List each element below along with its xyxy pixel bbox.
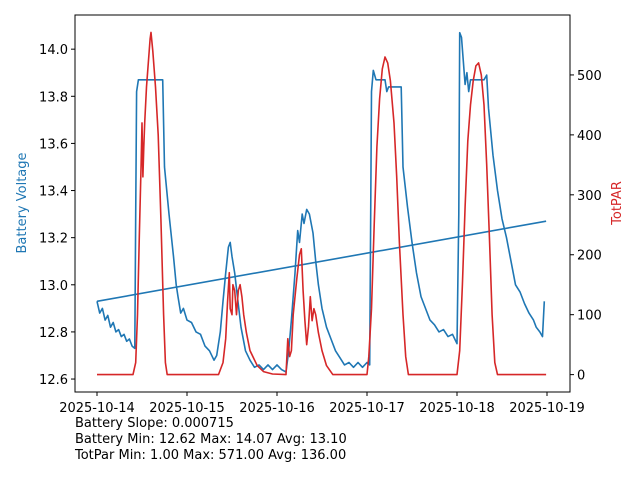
y-axis-left: 12.6 12.8 13.0 13.2 13.4 13.6 13.8 14.0 bbox=[39, 43, 75, 388]
x-tick-label: 2025-10-19 bbox=[509, 401, 585, 416]
battery-trend-line bbox=[96, 220, 547, 303]
y-right-tick-label: 100 bbox=[577, 309, 602, 324]
y-left-tick-label: 13.4 bbox=[39, 185, 68, 200]
battery-stats-text: Battery Min: 12.62 Max: 14.07 Avg: 13.10 bbox=[75, 432, 347, 447]
plot-frame bbox=[74, 14, 571, 393]
battery-slope-text: Battery Slope: 0.000715 bbox=[75, 416, 234, 431]
y-right-tick-label: 500 bbox=[577, 69, 602, 84]
y-axis-left-label: Battery Voltage bbox=[15, 152, 30, 253]
x-tick-label: 2025-10-17 bbox=[329, 401, 405, 416]
y-left-tick-label: 12.6 bbox=[39, 373, 68, 388]
totpar-line bbox=[97, 31, 547, 376]
y-axis-right: 0 100 200 300 400 500 bbox=[570, 69, 602, 384]
x-axis: 2025-10-14 2025-10-15 2025-10-16 2025-10-17… bbox=[59, 392, 585, 416]
y-right-tick-label: 300 bbox=[577, 189, 602, 204]
x-tick-label: 2025-10-16 bbox=[239, 401, 315, 416]
y-left-tick-label: 13.6 bbox=[39, 137, 68, 152]
x-tick-label: 2025-10-18 bbox=[419, 401, 495, 416]
y-left-tick-label: 14.0 bbox=[39, 43, 68, 58]
y-left-tick-label: 13.2 bbox=[39, 232, 68, 247]
series-layer bbox=[96, 31, 547, 376]
totpar-stats-text: TotPar Min: 1.00 Max: 571.00 Avg: 136.00 bbox=[75, 448, 347, 463]
y-left-tick-label: 13.0 bbox=[39, 279, 68, 294]
y-right-tick-label: 400 bbox=[577, 129, 602, 144]
y-axis-right-label: TotPAR bbox=[610, 181, 625, 226]
y-right-tick-label: 200 bbox=[577, 249, 602, 264]
y-left-tick-label: 13.8 bbox=[39, 90, 68, 105]
x-tick-label: 2025-10-15 bbox=[149, 401, 225, 416]
battery-voltage-line bbox=[96, 31, 546, 373]
y-right-tick-label: 0 bbox=[577, 369, 585, 384]
stats-block: Battery Slope: 0.000715 Battery Min: 12.… bbox=[75, 416, 347, 464]
y-left-tick-label: 12.8 bbox=[39, 326, 68, 341]
x-tick-label: 2025-10-14 bbox=[59, 401, 135, 416]
